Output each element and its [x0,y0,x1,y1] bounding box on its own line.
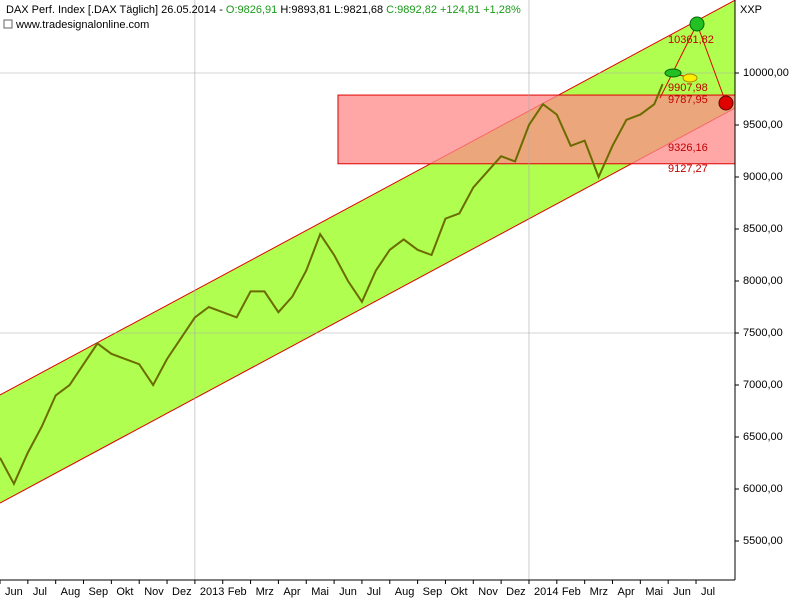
chart-title: DAX Perf. Index [.DAX Täglich] 26.05.201… [6,4,521,16]
x-tick-label: Okt [116,586,133,598]
x-tick-label: Mai [311,586,329,598]
x-tick-label: Jul [367,586,381,598]
x-tick-label: Dez [172,586,192,598]
title-part: C:9892,82 +124,81 +1,28% [386,4,521,16]
marker [682,73,698,83]
x-tick-label: 2014 [534,586,558,598]
y-tick-label: 9000,00 [743,171,783,183]
resistance-zone [337,94,736,165]
subtitle: www.tradesignalonline.com [15,19,149,31]
projection-line [659,23,698,99]
channel-line [0,0,736,396]
annotation: 9907,98 [668,82,708,94]
y-tick-label: 8500,00 [743,223,783,235]
x-tick-label: Okt [450,586,467,598]
annotation: 9127,27 [668,163,708,175]
y-tick-label: 8000,00 [743,275,783,287]
price-line [0,83,664,487]
x-tick-label: Sep [89,586,109,598]
projection-line [696,23,727,104]
x-tick-label: Mrz [256,586,274,598]
x-tick-label: Apr [618,586,635,598]
icon [3,19,13,29]
x-tick-label: Feb [562,586,581,598]
target-marker [689,16,705,32]
x-tick-label: Jun [673,586,691,598]
y-tick-label: 6000,00 [743,483,783,495]
title-part: DAX Perf. Index [.DAX Täglich] 26.05.201… [6,4,226,16]
x-tick-label: Dez [506,586,526,598]
x-tick-label: Jun [5,586,23,598]
x-tick-label: Nov [478,586,498,598]
x-tick-label: Nov [144,586,164,598]
annotation: 9326,16 [668,142,708,154]
y-tick-label: 5500,00 [743,535,783,547]
x-tick-label: Jul [33,586,47,598]
x-tick-label: Feb [228,586,247,598]
x-tick-label: Apr [283,586,300,598]
y-tick-label: 10000,00 [743,67,789,79]
channel-line [0,107,736,504]
x-tick-label: Sep [423,586,443,598]
title-part: H:9893,81 L:9821,68 [277,4,386,16]
x-tick-label: 2013 [200,586,224,598]
stop-marker [718,95,734,111]
title-part: O:9826,91 [226,4,277,16]
overlay: 10361,82 9907,98 9787,95 9326,16 9127,27 [659,16,734,175]
x-tick-label: Mrz [590,586,608,598]
x-tick-label: Jun [339,586,357,598]
plot-area [0,0,736,580]
annotation: 9787,95 [668,94,708,106]
x-tick-label: Aug [61,586,81,598]
x-tick-label: Mai [645,586,663,598]
y-tick-label: 6500,00 [743,431,783,443]
y-tick-label: 9500,00 [743,119,783,131]
y-tick-label: 7500,00 [743,327,783,339]
annotation: 10361,82 [668,34,714,46]
axis-label: XXP [740,4,762,16]
y-tick-label: 7000,00 [743,379,783,391]
x-tick-label: Aug [395,586,415,598]
marker [664,68,682,78]
x-tick-label: Jul [701,586,715,598]
